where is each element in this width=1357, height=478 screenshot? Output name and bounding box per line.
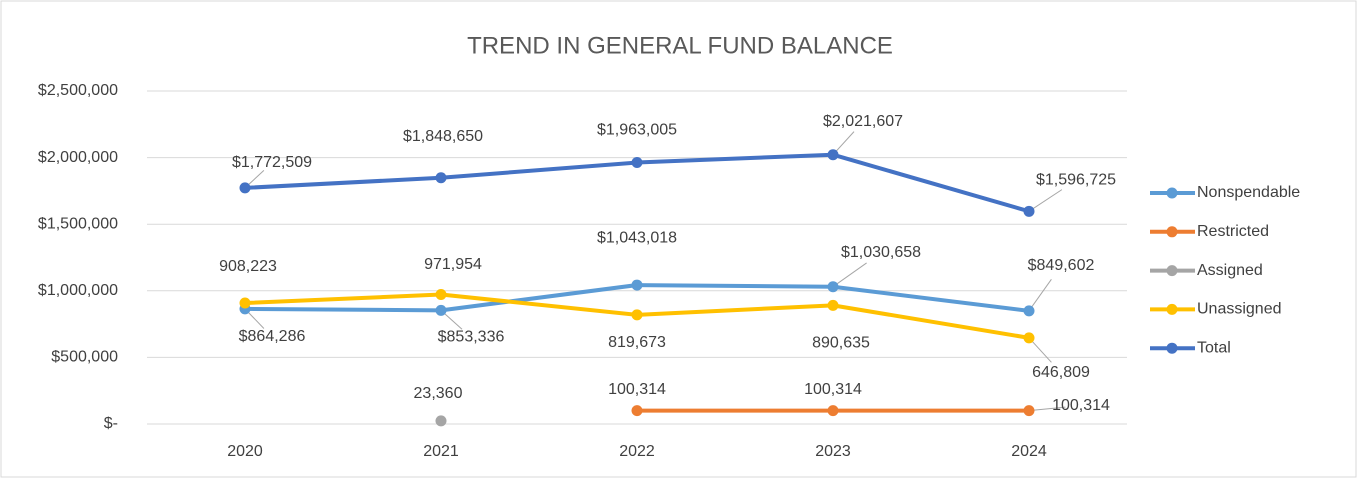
leader-line [832,262,867,288]
x-tick-label: 2023 [815,443,851,460]
y-tick-label: $2,000,000 [38,149,118,166]
data-label: $1,963,005 [597,122,677,139]
data-label: 971,954 [424,256,482,273]
data-point [631,309,643,321]
data-point [631,157,643,169]
leader-line [1028,189,1063,212]
data-point [435,172,447,184]
data-label: $1,043,018 [597,229,677,246]
x-tick-label: 2024 [1011,443,1047,460]
data-label: $849,602 [1028,257,1095,274]
legend-label: Restricted [1197,223,1269,240]
data-point [1023,205,1035,217]
data-point [827,281,839,293]
data-point [1023,332,1035,344]
data-label: 100,314 [804,381,862,398]
data-label: 890,635 [812,335,870,352]
legend-marker [1166,342,1178,354]
data-label: $864,286 [239,328,306,345]
legend-label: Assigned [1197,262,1263,279]
x-tick-label: 2021 [423,443,459,460]
data-point [239,297,251,309]
leader-line [1028,406,1066,412]
data-point [1023,405,1035,417]
leader-line [1028,279,1052,312]
data-point [435,289,447,301]
data-label: 100,314 [1052,397,1110,414]
data-point [827,405,839,417]
data-point [827,149,839,161]
data-point [239,182,251,194]
data-label: 646,809 [1032,364,1090,381]
x-tick-label: 2022 [619,443,655,460]
data-label: 819,673 [608,334,666,351]
data-label: $1,030,658 [841,244,921,261]
data-label: $2,021,607 [823,113,903,130]
legend-marker [1166,226,1178,238]
legend-marker [1166,303,1178,315]
x-tick-label: 2020 [227,443,263,460]
data-point [631,405,643,417]
legend-marker [1166,265,1178,277]
legend-label: Total [1197,339,1231,356]
data-point [1023,305,1035,317]
data-label: $1,772,509 [232,154,312,171]
data-point [435,415,447,427]
data-point [827,299,839,311]
y-tick-label: $500,000 [51,349,118,366]
chart-title: TREND IN GENERAL FUND BALANCE [467,32,893,59]
data-label: 23,360 [414,385,463,402]
data-label: $1,596,725 [1036,172,1116,189]
legend-label: Unassigned [1197,301,1282,318]
y-tick-label: $1,000,000 [38,282,118,299]
y-tick-label: $1,500,000 [38,215,118,232]
legend-marker [1166,187,1178,199]
data-label: 100,314 [608,381,666,398]
legend-label: Nonspendable [1197,184,1300,201]
y-tick-label: $2,500,000 [38,82,118,99]
data-label: 908,223 [219,258,277,275]
y-tick-label: $- [104,415,118,432]
data-point [435,304,447,316]
data-label: $1,848,650 [403,128,483,145]
data-point [631,279,643,291]
leader-line [1028,337,1052,363]
data-label: $853,336 [438,329,505,346]
